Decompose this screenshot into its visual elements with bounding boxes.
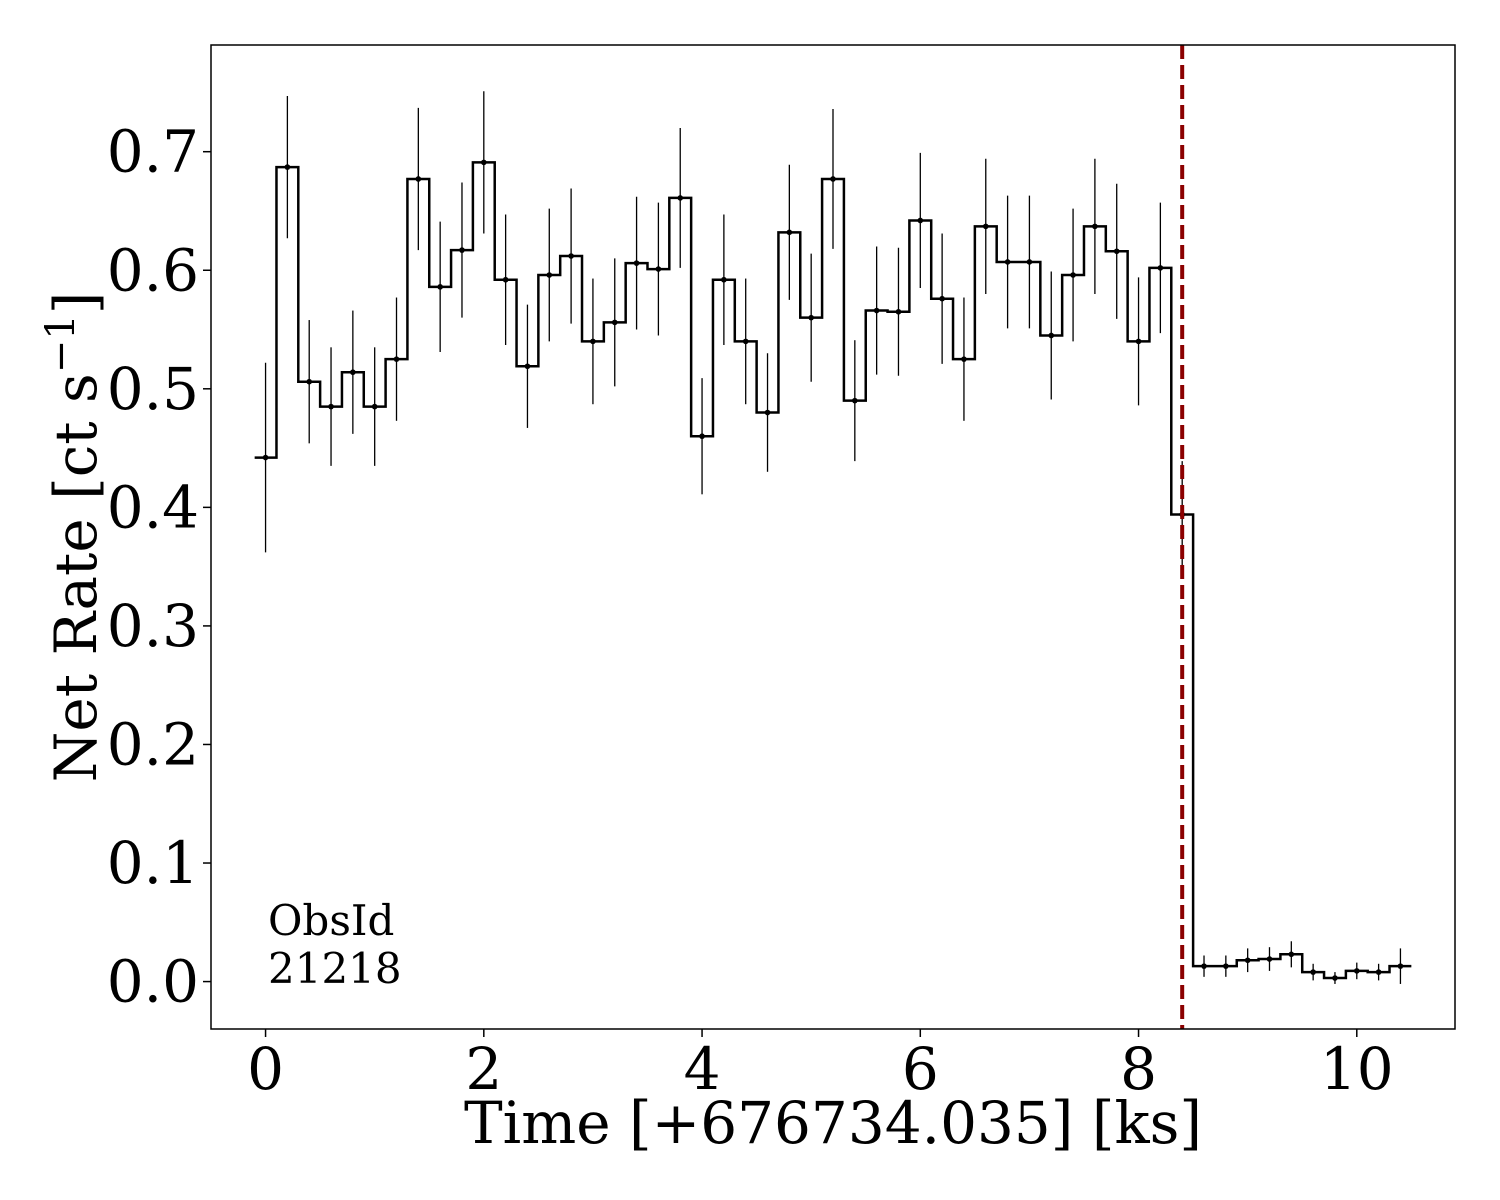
obsid-label: ObsId — [268, 896, 394, 945]
data-point — [1332, 975, 1338, 981]
data-point — [1026, 259, 1033, 265]
y-tick-label: 0.6 — [107, 236, 199, 304]
y-tick-label: 0.2 — [107, 710, 199, 778]
data-point — [742, 338, 749, 345]
y-axis: 0.0 0.1 0.2 0.3 0.4 0.5 0.6 0.7 — [107, 118, 211, 1016]
data-point — [961, 356, 967, 362]
data-point — [371, 403, 378, 410]
data-point — [262, 454, 269, 461]
y-axis-title: Net Rate [ct s−1] — [38, 292, 110, 783]
data-point — [764, 409, 771, 416]
x-tick-label: 6 — [902, 1035, 939, 1103]
data-point — [808, 314, 814, 321]
data-point — [1353, 968, 1360, 974]
data-point — [939, 295, 945, 302]
data-point — [1266, 956, 1273, 962]
data-point — [524, 363, 531, 370]
data-point — [284, 164, 291, 170]
data-point — [699, 433, 705, 440]
data-point — [306, 378, 313, 385]
data-point — [873, 307, 880, 314]
data-point — [786, 229, 793, 236]
data-point — [568, 253, 574, 259]
data-point — [611, 319, 618, 326]
data-point — [830, 176, 836, 182]
data-point — [1048, 332, 1055, 339]
data-point — [1288, 951, 1295, 958]
data-point — [481, 159, 487, 166]
data-point — [1070, 272, 1076, 278]
data-point — [393, 356, 400, 362]
y-tick-label: 0.0 — [107, 948, 199, 1016]
data-point — [917, 217, 924, 224]
data-point — [1375, 969, 1382, 975]
data-point — [1397, 963, 1404, 969]
y-axis-title-main: Net Rate [ct s — [42, 373, 110, 782]
data-point — [546, 272, 553, 278]
x-tick-label: 8 — [1120, 1035, 1157, 1103]
data-point — [459, 247, 465, 253]
data-point — [1092, 223, 1098, 230]
data-point — [677, 195, 684, 201]
y-tick-label: 0.7 — [107, 118, 199, 186]
x-tick-label: 4 — [684, 1035, 721, 1103]
data-point — [437, 284, 443, 290]
plot-frame — [210, 44, 1456, 1030]
data-point — [328, 403, 334, 410]
x-axis: 0 2 4 6 8 10 — [247, 1029, 1394, 1103]
y-tick-label: 0.1 — [107, 829, 199, 897]
x-tick-label: 10 — [1320, 1035, 1394, 1103]
y-tick-label: 0.4 — [107, 473, 199, 541]
data-point — [1201, 963, 1207, 969]
y-axis-title-close: ] — [42, 292, 110, 315]
y-tick-label: 0.3 — [107, 592, 199, 660]
data-point — [1113, 248, 1120, 255]
data-point — [1310, 969, 1316, 975]
data-point — [415, 176, 422, 182]
data-point — [1004, 259, 1011, 265]
x-tick-label: 2 — [465, 1035, 502, 1103]
data-point — [852, 397, 858, 404]
data-point — [350, 369, 356, 376]
data-point — [721, 276, 727, 283]
step-line — [254, 161, 1412, 980]
data-point — [982, 223, 989, 230]
data-point — [1157, 265, 1164, 271]
x-axis-title: Time [+676734.035] [ks] — [464, 1089, 1202, 1157]
data-point — [1223, 963, 1229, 969]
data-point — [590, 338, 596, 345]
plot-area — [254, 45, 1412, 1029]
y-tick-label: 0.5 — [107, 355, 199, 423]
x-tick-label: 0 — [247, 1035, 284, 1103]
data-point — [502, 276, 509, 283]
data-point — [1135, 338, 1142, 345]
data-point — [895, 308, 902, 315]
data-point — [655, 266, 662, 272]
data-point — [633, 260, 640, 266]
obsid-value: 21218 — [268, 944, 402, 993]
y-axis-title-exponent: −1 — [38, 314, 84, 373]
data-point — [1244, 957, 1251, 964]
